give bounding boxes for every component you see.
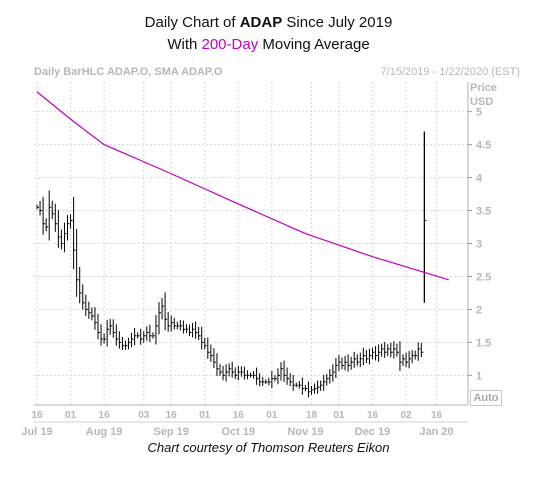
chart-title-line-1: Daily Chart of ADAP Since July 2019	[144, 14, 393, 31]
x-month-label: Sep 19	[153, 426, 188, 438]
y-tick-label: 3	[476, 239, 482, 251]
y-axis-unit-line-2: USD	[470, 96, 494, 108]
x-tick-label: 01	[199, 410, 211, 421]
chart-credit: Chart courtesy of Thomson Reuters Eikon	[147, 440, 390, 455]
x-tick-label: 02	[400, 410, 412, 421]
x-tick-label: 16	[233, 410, 245, 421]
y-axis-unit-line-1: Price	[470, 82, 497, 94]
y-tick-label: 5	[476, 107, 482, 119]
chart-title-line-2: With 200-Day Moving Average	[167, 36, 370, 53]
x-tick-label: 01	[266, 410, 278, 421]
x-month-label: Jan 20	[419, 426, 453, 438]
auto-scale-button[interactable]: Auto	[470, 390, 502, 406]
y-tick-label: 4.5	[476, 140, 491, 152]
chart-header-left: Daily BarHLC ADAP.O, SMA ADAP.O	[34, 66, 223, 78]
y-tick-label: 2.5	[476, 271, 491, 283]
x-month-label: Oct 19	[221, 426, 255, 438]
x-tick-label: 16	[367, 410, 379, 421]
x-tick-label: 16	[431, 410, 443, 421]
y-tick-label: 1	[476, 370, 482, 382]
chart-header-right: 7/15/2019 - 1/22/2020 (EST)	[380, 66, 520, 78]
x-tick-label: 16	[99, 410, 111, 421]
x-tick-label: 16	[31, 410, 43, 421]
x-tick-label: 01	[333, 410, 345, 421]
x-tick-label: 03	[138, 410, 150, 421]
y-tick-label: 3.5	[476, 206, 491, 218]
y-tick-label: 1.5	[476, 337, 491, 349]
x-tick-label: 16	[166, 410, 178, 421]
x-tick-label: 18	[306, 410, 318, 421]
x-tick-label: 01	[65, 410, 77, 421]
x-month-label: Aug 19	[86, 426, 123, 438]
sma-200-line	[36, 91, 449, 281]
y-tick-label: 4	[476, 173, 483, 185]
x-month-label: Dec 19	[355, 426, 390, 438]
x-month-label: Jul 19	[21, 426, 52, 438]
x-month-label: Nov 19	[287, 426, 323, 438]
y-tick-label: 2	[476, 304, 482, 316]
